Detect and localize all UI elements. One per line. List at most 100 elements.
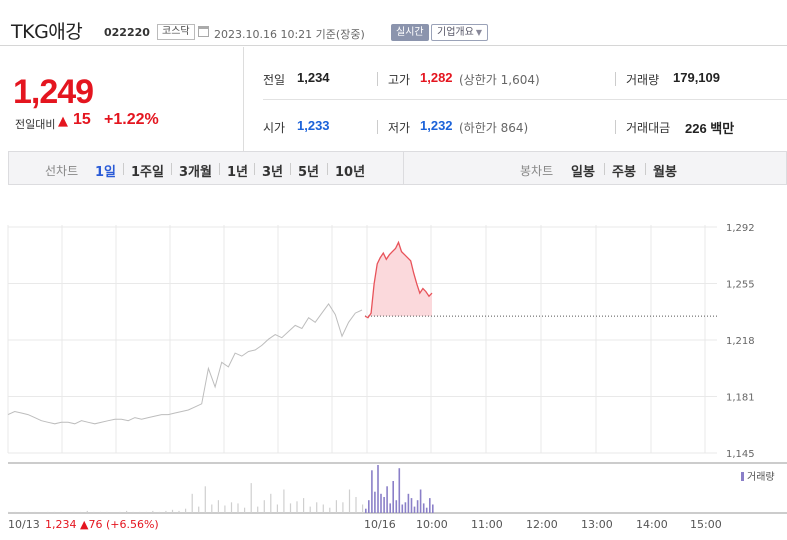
company-overview-label: 기업개요 — [437, 27, 474, 38]
candle-monthly[interactable]: 월봉 — [653, 165, 677, 180]
volume-bar — [60, 511, 62, 513]
period-3m[interactable]: 3개월 — [179, 165, 212, 180]
volume-bar — [204, 486, 206, 513]
volume-bar — [383, 497, 385, 513]
volume-bar — [152, 510, 154, 513]
volume-bar — [211, 504, 213, 513]
volume-bar — [171, 509, 174, 513]
realtime-button[interactable]: 실시간 — [391, 24, 429, 41]
stats-separator — [377, 72, 378, 86]
high-value: 1,282 — [420, 70, 453, 85]
volume-bar — [270, 493, 272, 513]
volume-bar — [425, 507, 428, 513]
volume-bar — [80, 511, 82, 513]
period-separator — [604, 163, 605, 175]
volume-bar — [106, 511, 108, 513]
volume-bar — [335, 500, 337, 513]
today-line — [364, 240, 433, 319]
volume-bar — [419, 489, 422, 513]
x-tick-label: 10/13 — [8, 518, 40, 531]
market-badge: 코스닥 — [157, 24, 195, 40]
volume-bar — [365, 508, 367, 513]
volume-bar — [99, 511, 101, 513]
period-separator — [645, 163, 646, 175]
volume-bar — [224, 505, 226, 513]
trade-value-label: 거래대금 — [626, 121, 671, 135]
volume-bar — [355, 497, 357, 513]
prev-close-value: 1,234 — [297, 70, 330, 85]
prev-close-label: 전일 — [263, 73, 286, 87]
today-area-fill — [365, 242, 432, 317]
volume-bar — [53, 511, 56, 513]
period-10y[interactable]: 10년 — [335, 165, 366, 180]
x-tick-label: 11:00 — [471, 518, 503, 531]
change-label: 전일대비 — [15, 118, 56, 131]
x-tick-label: 13:00 — [581, 518, 613, 531]
y-tick-label: 1,145 — [726, 449, 755, 460]
volume-bar — [8, 511, 10, 513]
x-tick-label: 10/16 — [364, 518, 396, 531]
volume-bar — [404, 502, 407, 513]
volume-bars — [8, 465, 434, 513]
x-tick-label: 14:00 — [636, 518, 668, 531]
period-3y[interactable]: 3년 — [262, 165, 284, 180]
x-tick-label: 15:00 — [690, 518, 722, 531]
volume-bar — [283, 489, 285, 513]
period-separator — [123, 163, 124, 175]
volume-bar — [422, 503, 425, 513]
stats-separator — [615, 72, 616, 86]
period-separator — [171, 163, 172, 175]
volume-bar — [230, 502, 233, 513]
candle-daily[interactable]: 일봉 — [571, 165, 595, 180]
period-1w[interactable]: 1주일 — [131, 165, 164, 180]
volume-legend: 거래량 — [747, 471, 775, 483]
volume-bar — [407, 493, 410, 513]
current-price: 1,249 — [13, 73, 94, 111]
volume-bar — [429, 498, 431, 513]
period-5y[interactable]: 5년 — [298, 165, 320, 180]
y-tick-label: 1,218 — [726, 336, 755, 347]
period-separator — [254, 163, 255, 175]
stats-divider — [263, 99, 787, 100]
chart-grid — [7, 225, 787, 514]
volume-bar — [158, 511, 160, 513]
volume-bar — [316, 502, 318, 513]
low-label: 저가 — [388, 121, 411, 135]
timestamp: 2023.10.16 10:21 기준(장중) — [214, 28, 365, 41]
volume-bar — [303, 498, 305, 513]
candle-weekly[interactable]: 주봉 — [612, 165, 636, 180]
candle-chart-label: 봉차트 — [520, 164, 554, 178]
volume-bar — [34, 511, 36, 513]
y-axis-ticks: 1,292 1,255 1,218 1,181 1,145 — [726, 223, 755, 460]
volume-bar — [362, 504, 364, 513]
line-chart-label: 선차트 — [45, 164, 79, 178]
volume-bar — [178, 510, 180, 513]
y-tick-label: 1,181 — [726, 393, 755, 404]
volume-bar — [410, 498, 413, 513]
price-box: 1,249 전일대비 ▲ 15 +1.22% — [0, 47, 244, 151]
volume-bar — [368, 500, 370, 513]
volume-bar — [165, 510, 167, 513]
period-separator — [290, 163, 291, 175]
volume-bar — [73, 511, 75, 513]
volume-bar — [198, 506, 200, 513]
volume-bar — [237, 503, 239, 513]
volume-bar — [392, 481, 394, 513]
volume-label: 거래량 — [626, 73, 660, 87]
volume-bar — [132, 511, 134, 513]
stock-name: TKG애강 — [11, 21, 83, 43]
title-bar: TKG애강 022220 코스닥 2023.10.16 10:21 기준(장중)… — [0, 0, 787, 46]
period-1d[interactable]: 1일 — [95, 165, 117, 180]
open-value: 1,233 — [297, 118, 330, 133]
volume-bar — [276, 504, 278, 513]
company-overview-button[interactable]: 기업개요 ▼ — [431, 24, 488, 41]
volume-value: 179,109 — [673, 70, 720, 85]
volume-bar — [416, 500, 419, 513]
volume-bar — [329, 507, 331, 513]
volume-bar — [250, 483, 252, 513]
period-1y[interactable]: 1년 — [227, 165, 249, 180]
low-value: 1,232 — [420, 118, 453, 133]
price-chart[interactable]: 1,292 1,255 1,218 1,181 1,145 10/13 10/16 10:0… — [0, 185, 787, 540]
volume-bar — [309, 506, 311, 513]
volume-bar — [386, 486, 388, 513]
